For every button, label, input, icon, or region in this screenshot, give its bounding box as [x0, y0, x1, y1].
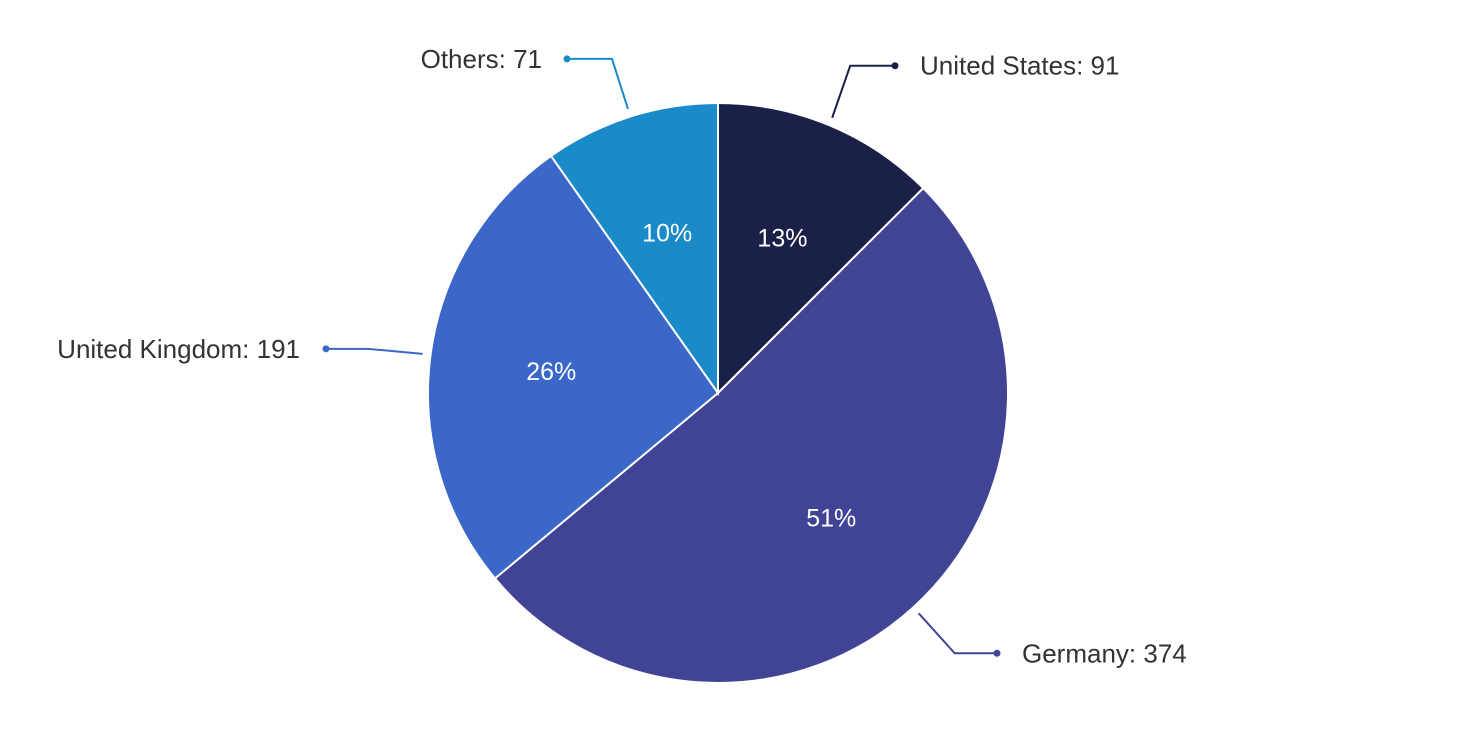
callout-labels: United States: 91 Germany: 374 United King… [57, 44, 1187, 668]
percent-label: 13% [757, 225, 807, 253]
callout-label: Others: 71 [421, 44, 542, 74]
callout-label: United Kingdom: 191 [57, 334, 300, 364]
pie-slice-united-states [717, 101, 925, 396]
leader-line [326, 347, 423, 355]
percent-label: 51% [806, 504, 856, 532]
percent-label: 10% [642, 220, 692, 248]
leader-lines [322, 55, 1001, 657]
leader-dot [891, 62, 899, 70]
pie-slice-germany [493, 186, 1009, 684]
callout-label: United States: 91 [920, 51, 1119, 81]
pie-slices [427, 101, 1009, 684]
percent-label: 26% [526, 358, 576, 386]
pie-slice-others [549, 101, 719, 397]
leader-dot [322, 345, 330, 353]
leader-line [917, 612, 997, 655]
leader-dot [993, 649, 1001, 657]
callout-label: Germany: 374 [1022, 638, 1187, 668]
leader-line [831, 64, 895, 119]
leader-dot [563, 55, 571, 63]
pie-slice-united-kingdom [427, 154, 720, 580]
leader-line [567, 57, 629, 110]
percent-labels: 13% 51% 26% 10% [526, 220, 856, 533]
